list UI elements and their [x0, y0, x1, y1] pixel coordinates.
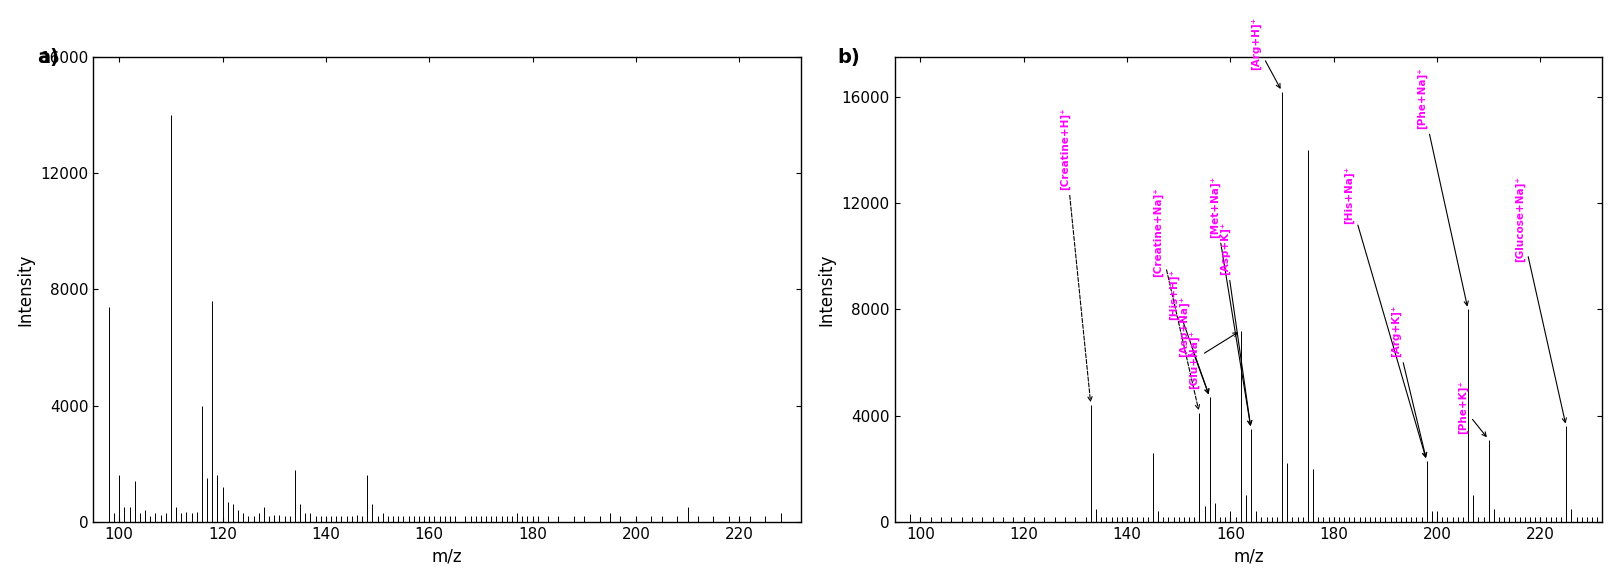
Text: [Phe+K]⁺: [Phe+K]⁺: [1457, 381, 1486, 436]
Text: [Asp+Na]⁺: [Asp+Na]⁺: [1179, 296, 1209, 393]
Text: [Met+Na]⁺: [Met+Na]⁺: [1209, 176, 1251, 425]
Text: [Creatine+Na]⁺: [Creatine+Na]⁺: [1153, 188, 1200, 409]
Text: [Glucose+Na]⁺: [Glucose+Na]⁺: [1514, 176, 1567, 423]
Text: b): b): [839, 48, 861, 67]
X-axis label: m/z: m/z: [432, 547, 463, 565]
Text: [His+Na]⁺: [His+Na]⁺: [1344, 166, 1426, 457]
Text: a): a): [37, 48, 58, 67]
Text: [Glu+Na]⁺: [Glu+Na]⁺: [1188, 330, 1237, 389]
X-axis label: m/z: m/z: [1234, 547, 1264, 565]
Text: [Arg+H]⁺: [Arg+H]⁺: [1251, 17, 1281, 88]
Text: [Creatine+H]⁺: [Creatine+H]⁺: [1060, 107, 1093, 401]
Y-axis label: Intensity: Intensity: [16, 253, 34, 326]
Text: [Asp+K]⁺: [Asp+K]⁺: [1221, 222, 1251, 425]
Text: [Phe+Na]⁺: [Phe+Na]⁺: [1417, 67, 1468, 306]
Y-axis label: Intensity: Intensity: [818, 253, 835, 326]
Text: [Arg+K]⁺: [Arg+K]⁺: [1391, 305, 1426, 457]
Text: [His+H]⁺: [His+H]⁺: [1169, 269, 1209, 393]
